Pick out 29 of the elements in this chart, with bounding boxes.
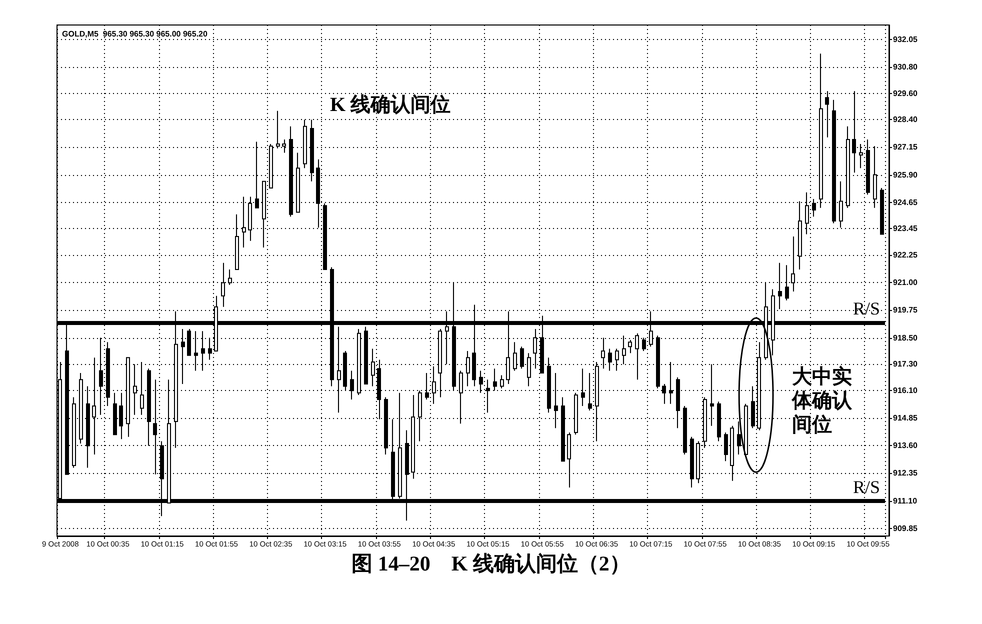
candlestick [628, 339, 632, 354]
candlestick [608, 348, 612, 372]
y-tick-label: 909.85 [893, 524, 918, 533]
y-tick-label: 916.10 [893, 386, 918, 396]
y-tick-label: 918.50 [893, 333, 918, 342]
ref-line-label: R/S [852, 476, 880, 497]
y-tick-label: 922.25 [893, 250, 918, 260]
y-tick-label: 919.75 [893, 306, 918, 315]
y-tick-label: 927.15 [893, 142, 918, 152]
y-tick-label: 929.60 [893, 88, 918, 98]
y-tick-label: 911.10 [893, 496, 918, 506]
text: GOLD,M5 965.30 965.30 965.00 965.20 [62, 30, 208, 38]
candlestick [276, 110, 280, 149]
annotation: 大中实体确认间位 [791, 365, 853, 436]
y-tick-label: 917.30 [893, 360, 918, 369]
y-tick-label: 930.80 [893, 62, 918, 72]
y-tick-label: 913.60 [893, 441, 918, 450]
y-tick-label: 921.00 [893, 278, 918, 288]
y-tick-label: 923.45 [893, 224, 918, 234]
text: 图 14–20 K 线确认间位（2） [352, 552, 630, 576]
y-tick-label: 914.85 [893, 414, 918, 423]
y-tick-label: 928.40 [893, 115, 918, 124]
y-tick-label: 924.65 [893, 198, 918, 207]
y-tick-label: 932.05 [893, 34, 918, 44]
y-tick-label: 912.35 [893, 468, 918, 478]
annotation: K 线确认间位 [330, 94, 451, 116]
candlestick [140, 361, 144, 416]
ref-line-label: R/S [852, 298, 880, 318]
y-tick-label: 925.90 [893, 170, 918, 180]
